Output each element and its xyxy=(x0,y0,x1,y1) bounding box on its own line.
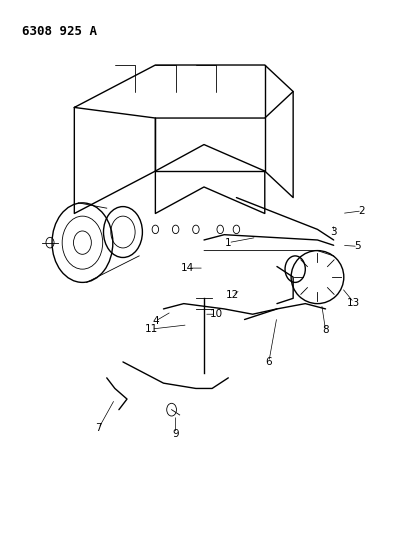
Text: 10: 10 xyxy=(210,309,223,319)
Text: 11: 11 xyxy=(145,324,158,334)
Text: 4: 4 xyxy=(152,316,159,326)
Text: 2: 2 xyxy=(359,206,365,216)
Text: 8: 8 xyxy=(322,325,329,335)
Text: 9: 9 xyxy=(172,429,179,439)
Text: 6308 925 A: 6308 925 A xyxy=(22,25,97,38)
Text: 12: 12 xyxy=(226,289,239,300)
Text: 5: 5 xyxy=(355,241,361,252)
Text: 7: 7 xyxy=(95,423,102,433)
Text: 13: 13 xyxy=(347,297,361,308)
Text: 14: 14 xyxy=(181,263,195,273)
Text: 6: 6 xyxy=(266,357,272,367)
Text: 1: 1 xyxy=(225,238,232,248)
Text: 3: 3 xyxy=(330,227,337,237)
